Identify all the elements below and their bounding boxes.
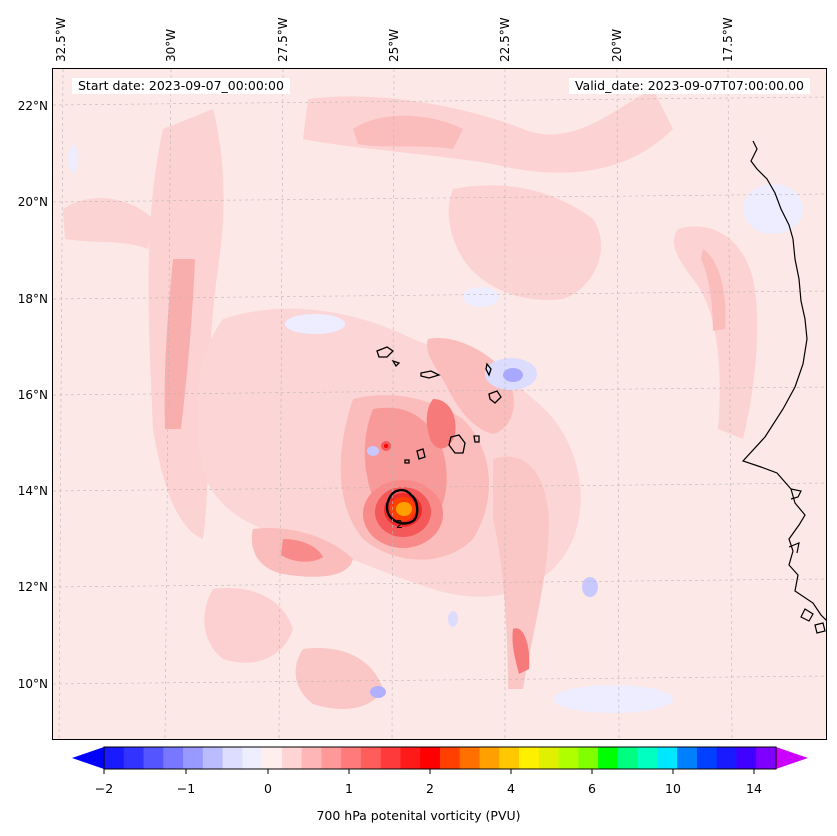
colorbar-segment (262, 747, 283, 769)
lon-label-32-5w: 32.5°W (54, 17, 68, 62)
colorbar-segment (716, 747, 737, 769)
cape-verde-islands (376, 346, 502, 464)
cb-tick-10: 10 (665, 781, 681, 796)
graticule (53, 69, 826, 739)
colorbar-segment (341, 747, 362, 769)
colorbar-max-arrow (776, 747, 808, 769)
colorbar-segment (499, 747, 520, 769)
colorbar-segment (242, 747, 263, 769)
colorbar-frame (103, 746, 777, 770)
colorbar-segment (677, 747, 698, 769)
colorbar-segment (222, 747, 243, 769)
colorbar-min-arrow (72, 747, 104, 769)
colorbar-segment (281, 747, 303, 769)
cb-tick-14: 14 (746, 781, 762, 796)
pv-contours-mid (197, 308, 581, 709)
colorbar-segment (617, 747, 639, 769)
colorbar-segment (321, 747, 342, 769)
colorbar-segment (459, 747, 481, 769)
colorbar-segment (538, 747, 560, 769)
colorbar-segment (479, 747, 500, 769)
cb-tick-0: 0 (264, 781, 272, 796)
lat-label-16n: 16°N (17, 388, 48, 402)
cb-tick-neg1: −1 (176, 781, 196, 796)
lon-label-17-5w: 17.5°W (721, 17, 735, 62)
colorbar-segment (143, 747, 164, 769)
lon-label-25w: 25°W (387, 28, 401, 62)
map-panel: 2 (52, 68, 827, 740)
colorbar-segments (104, 747, 777, 769)
colorbar-segment (578, 747, 599, 769)
colorbar-title: 700 hPa potenital vorticity (PVU) (316, 808, 521, 823)
colorbar-segment (202, 747, 224, 769)
colorbar-segment (736, 747, 757, 769)
start-date-label: Start date: 2023-09-07_00:00:00 (72, 78, 290, 94)
colorbar-segment (420, 747, 441, 769)
colorbar-segment (123, 747, 145, 769)
africa-coastline (741, 140, 826, 634)
colorbar-ticks (103, 769, 755, 774)
colorbar-segment (183, 747, 204, 769)
colorbar-segment (519, 747, 540, 769)
colorbar-segment (756, 747, 777, 769)
lon-label-30w: 30°W (164, 28, 178, 62)
valid-date-label: Valid_date: 2023-09-07T07:00:00.00 (568, 78, 810, 94)
colorbar-segment (360, 747, 382, 769)
colorbar-segment (301, 747, 322, 769)
lon-label-22-5w: 22.5°W (498, 17, 512, 62)
colorbar-segment (163, 747, 184, 769)
contour-label: 2 (396, 518, 403, 531)
colorbar-segment (104, 747, 125, 769)
lat-label-22n: 22°N (17, 99, 48, 113)
lat-label-10n: 10°N (17, 677, 48, 691)
lon-label-27-5w: 27.5°W (276, 17, 290, 62)
lon-label-20w: 20°W (610, 28, 624, 62)
cb-tick-6: 6 (588, 781, 596, 796)
lat-label-14n: 14°N (17, 484, 48, 498)
pv-negative-areas (68, 145, 803, 713)
lat-label-20n: 20°N (17, 195, 48, 209)
colorbar-segment (598, 747, 619, 769)
colorbar-segment (637, 747, 658, 769)
colorbar-segment (380, 747, 401, 769)
colorbar-segment (696, 747, 718, 769)
lat-label-12n: 12°N (17, 580, 48, 594)
cb-tick-2: 2 (426, 781, 434, 796)
colorbar-segment (440, 747, 461, 769)
cb-tick-4: 4 (507, 781, 515, 796)
colorbar-segment (400, 747, 421, 769)
cb-tick-1: 1 (345, 781, 353, 796)
colorbar-segment (657, 747, 678, 769)
cb-tick-neg2: −2 (94, 781, 114, 796)
pv-field-map: 2 (53, 69, 826, 739)
colorbar-segment (558, 747, 579, 769)
pv-vortex-core (363, 441, 443, 548)
lat-label-18n: 18°N (17, 292, 48, 306)
